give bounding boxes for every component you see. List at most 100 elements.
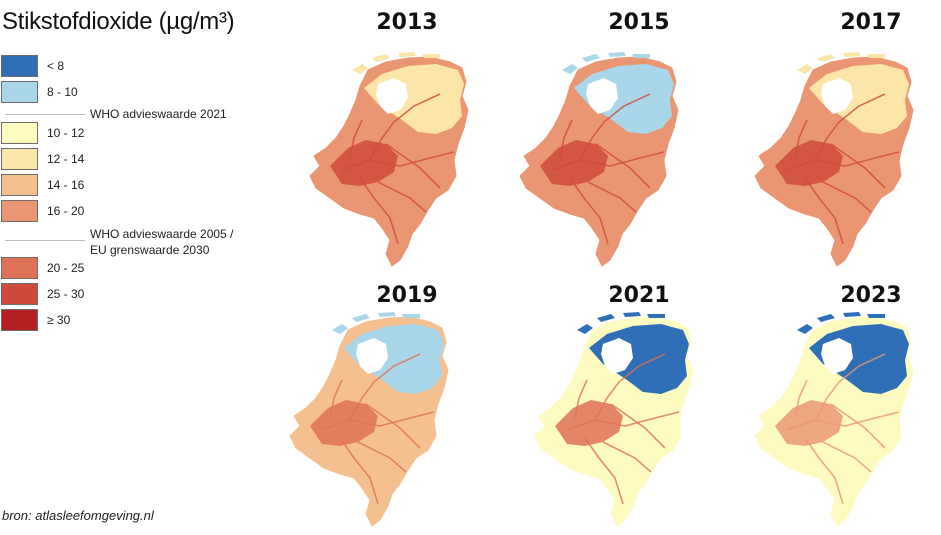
legend-label: < 8 <box>47 59 65 73</box>
legend-swatch <box>1 55 38 77</box>
map-road <box>579 93 651 161</box>
source-credit: bron: atlasleefomgeving.nl <box>2 508 154 523</box>
map-road <box>569 177 609 245</box>
map-island <box>577 324 593 334</box>
map-island <box>817 54 835 62</box>
map-road <box>814 93 886 161</box>
map-island <box>378 312 396 317</box>
map-road <box>574 379 588 419</box>
map-netherlands-2017 <box>754 52 914 267</box>
legend-label: 8 - 10 <box>47 85 78 99</box>
map-island <box>797 324 813 334</box>
map-road <box>341 151 455 171</box>
map-road <box>804 177 844 245</box>
map-urban-core <box>310 400 378 446</box>
map-road <box>822 441 872 473</box>
map-island <box>597 314 615 322</box>
map-urban-core <box>775 400 843 446</box>
map-road <box>584 437 624 505</box>
map-island <box>352 314 370 322</box>
threshold-label: EU grenswaarde 2030 <box>90 243 210 257</box>
map-island <box>632 54 650 58</box>
map-road <box>814 353 886 421</box>
legend-swatch <box>1 81 38 103</box>
map-road <box>385 143 441 189</box>
map-road <box>830 143 886 189</box>
legend-label: 14 - 16 <box>47 178 85 192</box>
map-road <box>559 119 573 159</box>
year-label-2017: 2017 <box>840 10 902 35</box>
map-urban-core <box>330 140 398 186</box>
legend-swatch <box>1 148 38 170</box>
map-island <box>867 314 885 318</box>
map-island <box>582 54 600 62</box>
map-road <box>357 441 407 473</box>
map-netherlands-2013 <box>309 52 469 267</box>
map-lake <box>356 338 388 374</box>
map-road <box>602 441 652 473</box>
map-road <box>377 181 427 213</box>
legend-swatch <box>1 257 38 279</box>
map-road <box>830 403 886 449</box>
map-island <box>843 312 861 317</box>
map-island <box>352 64 368 74</box>
map-road <box>587 181 637 213</box>
map-island <box>562 64 578 74</box>
map-island <box>398 52 416 57</box>
legend-swatch <box>1 309 38 331</box>
map-netherlands-2023 <box>754 312 914 527</box>
map-island <box>623 312 641 317</box>
map-urban-core <box>540 140 608 186</box>
map-road <box>786 411 900 431</box>
map-island <box>608 52 626 57</box>
map-road <box>595 143 651 189</box>
map-road <box>551 151 665 171</box>
map-island <box>422 54 440 58</box>
year-label-2015: 2015 <box>608 10 670 35</box>
year-label-2021: 2021 <box>608 283 670 308</box>
legend-label: 20 - 25 <box>47 261 85 275</box>
threshold-line <box>5 114 85 115</box>
map-road <box>349 353 421 421</box>
map-road <box>359 177 399 245</box>
map-urban-core <box>555 400 623 446</box>
legend-label: ≥ 30 <box>47 313 71 327</box>
legend-swatch <box>1 122 38 144</box>
map-road <box>329 379 343 419</box>
map-island <box>332 324 348 334</box>
map-lake <box>376 78 408 114</box>
map-road <box>822 181 872 213</box>
year-label-2013: 2013 <box>376 10 438 35</box>
threshold-line <box>5 240 85 241</box>
map-road <box>321 411 435 431</box>
map-lake <box>821 78 853 114</box>
map-netherlands-2021 <box>534 312 694 527</box>
legend-swatch <box>1 174 38 196</box>
map-road <box>369 93 441 161</box>
legend-swatch <box>1 283 38 305</box>
map-road <box>339 437 379 505</box>
year-label-2019: 2019 <box>376 283 438 308</box>
legend-label: 10 - 12 <box>47 126 85 140</box>
map-road <box>804 437 844 505</box>
legend-swatch <box>1 200 38 222</box>
legend-title: Stikstofdioxide (µg/m³) <box>2 8 235 35</box>
map-island <box>372 54 390 62</box>
legend-label: 12 - 14 <box>47 152 85 166</box>
map-island <box>402 314 420 318</box>
map-lake <box>821 338 853 374</box>
threshold-label: WHO advieswaarde 2005 / <box>90 227 234 241</box>
map-island <box>797 64 813 74</box>
map-netherlands-2015 <box>519 52 679 267</box>
map-road <box>594 353 666 421</box>
legend-label: 25 - 30 <box>47 287 85 301</box>
map-road <box>365 403 421 449</box>
map-road <box>610 403 666 449</box>
map-island <box>867 54 885 58</box>
threshold-label: WHO advieswaarde 2021 <box>90 107 227 121</box>
map-island <box>817 314 835 322</box>
year-label-2023: 2023 <box>840 283 902 308</box>
map-netherlands-2019 <box>289 312 449 527</box>
map-road <box>786 151 900 171</box>
legend-label: 16 - 20 <box>47 204 85 218</box>
